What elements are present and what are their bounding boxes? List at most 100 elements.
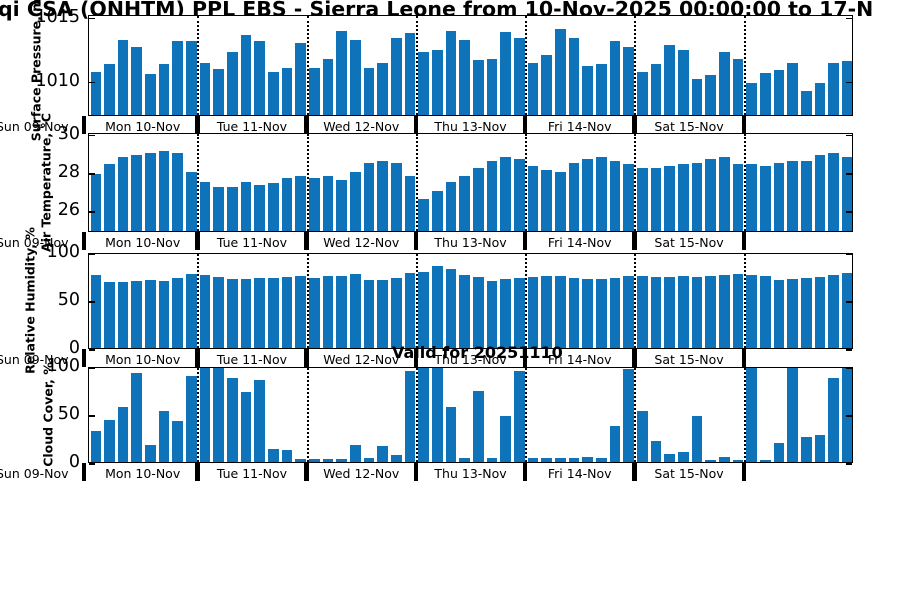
bar: [486, 58, 498, 115]
day-separator-line: [634, 16, 637, 115]
bar: [609, 425, 621, 462]
bar: [787, 62, 798, 115]
bar: [486, 280, 498, 348]
day-label: Fri 14-Nov: [547, 352, 612, 367]
bar: [582, 278, 593, 348]
bar: [377, 279, 389, 348]
day-separator-line: [634, 254, 637, 348]
day-label: Mon 10-Nov: [105, 235, 181, 250]
bar: [336, 179, 348, 231]
day-separator-line: [525, 368, 528, 462]
day-separator-line: [743, 134, 746, 231]
day-label: Wed 12-Nov: [323, 235, 400, 250]
bar: [213, 187, 225, 231]
bar: [350, 39, 361, 115]
bar: [240, 278, 252, 348]
bar: [350, 274, 361, 348]
y-axis-label: Cloud Cover, %: [40, 362, 56, 467]
bar: [131, 280, 143, 348]
bar: [473, 277, 484, 348]
bar: [541, 458, 552, 462]
bar: [363, 458, 375, 462]
bar: [90, 173, 102, 231]
bar: [172, 152, 184, 231]
bar: [145, 444, 156, 462]
bar: [186, 375, 197, 462]
bar: [650, 63, 662, 115]
day-boundary-tick: [741, 463, 746, 481]
y-tick-mark: [846, 349, 852, 351]
bar: [814, 154, 826, 231]
y-tick-label: 0: [68, 452, 80, 472]
day-separator-line: [525, 16, 528, 115]
bar: [500, 156, 511, 231]
bar: [213, 69, 225, 115]
day-separator-line: [525, 254, 528, 348]
bar: [841, 61, 853, 115]
bar: [445, 269, 457, 348]
bar: [268, 277, 279, 348]
bar: [309, 277, 320, 348]
day-separator-line: [306, 254, 309, 348]
day-separator-line: [197, 134, 200, 231]
bar: [636, 411, 648, 462]
bar: [787, 278, 798, 348]
y-tick-label: 50: [57, 290, 80, 310]
day-boundary-tick: [304, 232, 309, 250]
bar: [391, 455, 402, 462]
bar: [554, 172, 566, 231]
y-tick-label: 100: [46, 242, 80, 262]
bar: [623, 47, 634, 115]
bar: [432, 368, 443, 462]
bar: [172, 40, 184, 115]
x-axis-band: Sun 09-Nov Mon 10-Nov Tue 11-Nov Wed 12-Nov…: [0, 349, 900, 368]
bar: [377, 445, 389, 462]
bar: [158, 411, 170, 462]
bar: [199, 62, 211, 115]
bar: [527, 62, 539, 115]
bar: [732, 58, 744, 115]
bar: [705, 460, 716, 462]
day-boundary-tick: [632, 463, 637, 481]
bar: [459, 175, 470, 231]
day-boundary-tick: [81, 349, 86, 367]
x-axis-start-label: Sun 09-Nov: [0, 466, 69, 481]
bar: [336, 276, 348, 348]
bar: [527, 166, 539, 231]
day-boundary-tick: [741, 349, 746, 367]
bar: [90, 431, 102, 462]
bar: [254, 40, 266, 115]
day-boundary-tick: [522, 349, 528, 367]
bar: [158, 63, 170, 115]
day-label: Sat 15-Nov: [654, 352, 724, 367]
x-axis-start-label: Sun 09-Nov: [0, 119, 69, 134]
bar: [432, 49, 443, 115]
bar: [459, 458, 470, 462]
bar: [459, 275, 470, 348]
bar: [500, 415, 511, 462]
bar: [623, 276, 634, 348]
bar: [90, 71, 102, 115]
bar: [718, 52, 730, 115]
plot-area-4: [88, 367, 853, 463]
bar: [582, 66, 593, 115]
bar: [145, 279, 156, 348]
bar: [677, 276, 689, 348]
bar: [186, 40, 197, 115]
bar: [718, 275, 730, 348]
bar: [322, 58, 334, 115]
y-tick-mark: [89, 134, 95, 137]
plot-area-3: [88, 253, 853, 349]
bar: [650, 168, 662, 231]
y-tick-mark: [846, 134, 852, 137]
bar: [350, 172, 361, 231]
day-label: Mon 10-Nov: [105, 119, 181, 134]
bar: [104, 419, 115, 462]
bar: [418, 272, 430, 348]
bar: [636, 276, 648, 348]
bar: [541, 276, 552, 348]
bar: [691, 162, 703, 231]
bar: [732, 460, 744, 462]
bar: [473, 168, 484, 231]
